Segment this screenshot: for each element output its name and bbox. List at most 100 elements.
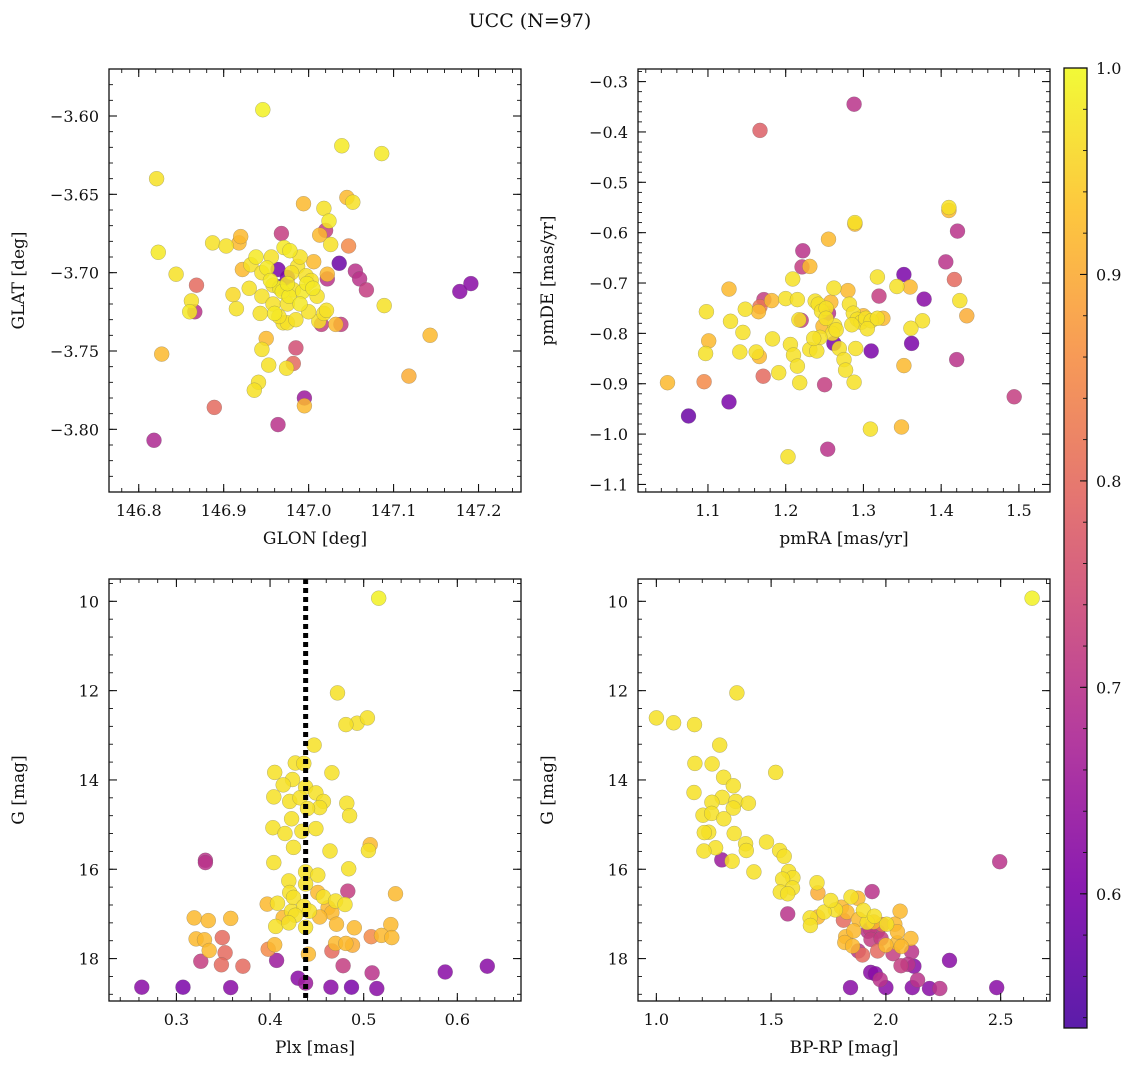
scatter-point bbox=[724, 853, 740, 869]
scatter-point bbox=[200, 912, 217, 929]
scatter-point bbox=[371, 590, 387, 606]
scatter-point bbox=[343, 979, 360, 995]
scatter-point bbox=[364, 965, 380, 981]
scatter-point bbox=[735, 324, 751, 341]
scatter-point bbox=[341, 808, 358, 824]
scatter-point bbox=[792, 375, 808, 391]
y-tick-label: −0.7 bbox=[589, 274, 628, 293]
y-tick-label: 16 bbox=[608, 860, 628, 879]
scatter-point bbox=[816, 904, 832, 920]
scatter-point bbox=[281, 915, 297, 931]
scatter-point bbox=[846, 374, 862, 390]
y-axis-label: G [mag] bbox=[538, 755, 558, 824]
scatter-point bbox=[738, 842, 754, 859]
scatter-point bbox=[338, 935, 354, 952]
scatter-point bbox=[321, 213, 337, 229]
scatter-point bbox=[283, 811, 300, 827]
scatter-point bbox=[319, 266, 335, 282]
scatter-point bbox=[288, 340, 304, 356]
scatter-point bbox=[246, 382, 263, 398]
scatter-point bbox=[889, 278, 905, 295]
y-tick-label: −3.80 bbox=[50, 420, 99, 439]
scatter-point bbox=[914, 313, 931, 329]
scatter-point bbox=[422, 327, 438, 343]
scatter-point bbox=[273, 225, 290, 242]
scatter-point bbox=[463, 275, 479, 292]
scatter-point bbox=[696, 374, 712, 390]
y-tick-label: −0.9 bbox=[589, 375, 628, 394]
x-axis-label: BP-RP [mag] bbox=[790, 1038, 899, 1058]
scatter-point bbox=[802, 258, 818, 275]
y-tick-label: 14 bbox=[608, 771, 628, 790]
scatter-point bbox=[712, 737, 728, 753]
scatter-point bbox=[866, 908, 883, 924]
scatter-point bbox=[346, 920, 362, 936]
y-tick-label: 14 bbox=[79, 771, 99, 790]
scatter-point bbox=[334, 138, 350, 154]
scatter-point bbox=[360, 842, 377, 859]
scatter-point bbox=[261, 357, 277, 373]
y-tick-label: 12 bbox=[79, 682, 99, 701]
scatter-point bbox=[802, 917, 819, 934]
y-tick-label: −3.65 bbox=[50, 185, 99, 204]
scatter-point bbox=[844, 938, 861, 954]
scatter-point bbox=[401, 368, 417, 384]
y-tick-label: 18 bbox=[79, 950, 99, 969]
scatter-point bbox=[437, 964, 453, 980]
scatter-point bbox=[696, 824, 712, 841]
scatter-point bbox=[764, 331, 781, 347]
scatter-point bbox=[844, 317, 860, 333]
scatter-point bbox=[869, 310, 886, 326]
scatter-point bbox=[704, 756, 720, 772]
scatter-point bbox=[697, 345, 714, 362]
scatter-point bbox=[310, 867, 326, 883]
scatter-point bbox=[335, 958, 351, 974]
scatter-point bbox=[308, 820, 324, 837]
scatter-point bbox=[872, 971, 888, 988]
scatter-point bbox=[932, 980, 948, 997]
scatter-point bbox=[837, 362, 854, 378]
y-tick-label: −0.6 bbox=[589, 224, 628, 243]
x-axis-label: Plx [mas] bbox=[275, 1038, 355, 1058]
scatter-point bbox=[222, 910, 239, 927]
scatter-point bbox=[277, 825, 293, 842]
scatter-point bbox=[903, 335, 920, 352]
scatter-point bbox=[828, 322, 844, 338]
scatter-point bbox=[732, 344, 748, 360]
scatter-point bbox=[725, 800, 741, 816]
scatter-point bbox=[820, 441, 836, 457]
scatter-point bbox=[248, 249, 264, 265]
scatter-point bbox=[846, 96, 862, 112]
scatter-point bbox=[331, 255, 347, 271]
x-tick-label: 0.3 bbox=[164, 1010, 189, 1029]
scatter-point bbox=[322, 843, 338, 859]
scatter-point bbox=[359, 710, 376, 726]
scatter-point bbox=[823, 892, 839, 909]
scatter-point bbox=[826, 280, 842, 296]
scatter-point bbox=[340, 883, 356, 899]
scatter-point bbox=[952, 292, 968, 309]
scatter-point bbox=[854, 947, 871, 963]
scatter-point bbox=[648, 710, 665, 726]
scatter-point bbox=[680, 408, 697, 424]
x-tick-label: 1.0 bbox=[644, 1010, 669, 1029]
scatter-point bbox=[452, 283, 468, 300]
axes-frame bbox=[108, 68, 522, 493]
scatter-point bbox=[214, 929, 231, 946]
scatter-point bbox=[785, 271, 801, 287]
x-tick-label: 147.1 bbox=[371, 501, 417, 520]
scatter-point bbox=[206, 399, 223, 416]
scatter-point bbox=[869, 269, 886, 285]
scatter-point bbox=[338, 716, 354, 733]
scatter-point bbox=[181, 304, 198, 320]
x-tick-label: 1.2 bbox=[773, 501, 798, 520]
scatter-point bbox=[896, 266, 912, 283]
scatter-point bbox=[776, 848, 792, 864]
scatter-point bbox=[285, 889, 302, 906]
scatter-point bbox=[729, 685, 745, 701]
colorbar-gradient bbox=[1063, 67, 1088, 1029]
scatter-point bbox=[387, 886, 404, 902]
scatter-point bbox=[262, 272, 279, 289]
scatter-point bbox=[168, 266, 184, 282]
